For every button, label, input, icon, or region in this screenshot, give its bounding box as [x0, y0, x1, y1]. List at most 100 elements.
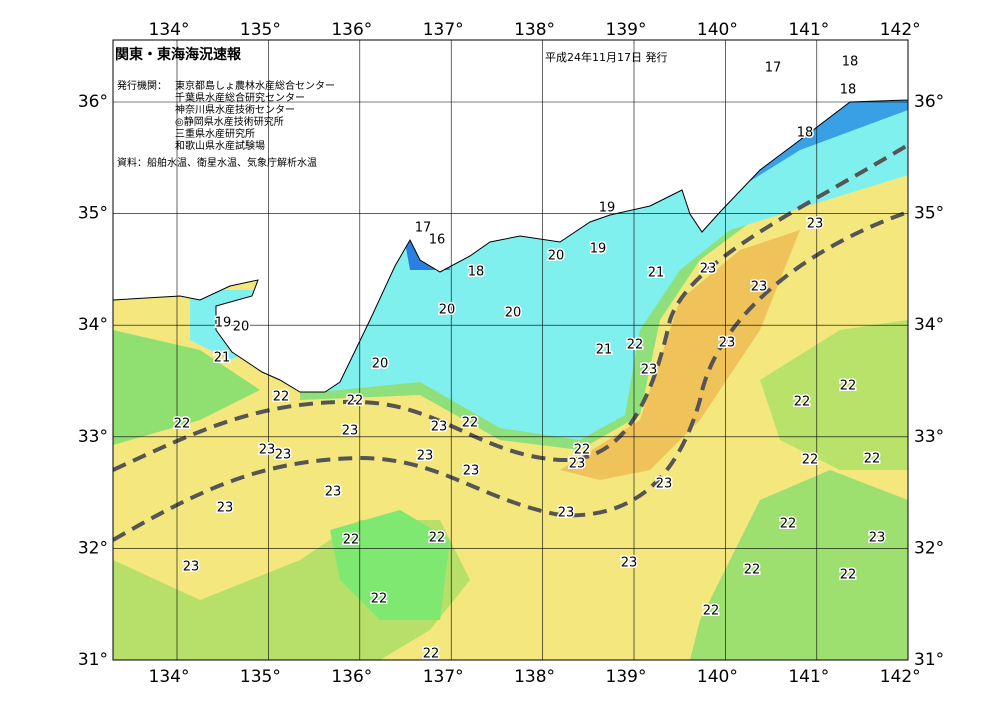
map-area	[113, 40, 908, 660]
contour-label: 23	[719, 336, 736, 351]
lat-label: 31°	[78, 650, 108, 670]
agency: 神奈川県水産技術センター	[175, 103, 295, 116]
lon-label: 141°	[788, 667, 829, 687]
lon-label: 140°	[697, 20, 738, 40]
contour-label: 16	[429, 233, 446, 248]
contour-label: 17	[415, 221, 432, 236]
contour-label: 23	[431, 420, 448, 435]
contour-label: 22	[744, 563, 761, 578]
lat-label: 32°	[78, 538, 108, 558]
lon-label: 136°	[331, 667, 372, 687]
contour-label: 23	[700, 262, 717, 277]
contour-label: 23	[807, 217, 824, 232]
agency: 和歌山県水産試験場	[175, 139, 265, 152]
lon-label: 142°	[880, 667, 921, 687]
contour-label: 23	[275, 448, 292, 463]
agency: 千葉県水産総合研究センター	[175, 91, 305, 104]
contour-label: 23	[325, 485, 342, 500]
contour-label: 23	[463, 464, 480, 479]
agency: 三重県水産研究所	[175, 127, 255, 140]
contour-label: 22	[462, 416, 479, 431]
contour-label: 22	[347, 394, 364, 409]
contour-label: 20	[233, 320, 250, 335]
contour-label: 19	[215, 316, 232, 331]
lat-label: 35°	[78, 204, 108, 224]
contour-label: 23	[417, 449, 434, 464]
issue-date: 平成24年11月17日 発行	[545, 50, 668, 64]
lat-label: 36°	[78, 92, 108, 112]
contour-label: 17	[765, 61, 782, 76]
contour-label: 22	[574, 443, 591, 458]
source: 資料：船舶水温、衛星水温、気象庁解析水温	[117, 156, 317, 169]
lat-label: 35°	[914, 204, 944, 224]
title: 関東・東海海況速報	[115, 46, 242, 63]
contour-label: 19	[590, 242, 607, 257]
lon-label: 135°	[240, 20, 281, 40]
contour-label: 18	[468, 265, 485, 280]
contour-label: 23	[569, 457, 586, 472]
lon-label: 139°	[606, 20, 647, 40]
contour-label: 23	[558, 506, 575, 521]
contour-label: 21	[596, 343, 613, 358]
land	[113, 40, 908, 393]
contour-label: 22	[802, 453, 819, 468]
contour-label: 22	[780, 517, 797, 532]
lat-label: 34°	[914, 315, 944, 335]
contour-label: 18	[842, 55, 859, 70]
contour-label: 18	[797, 126, 814, 141]
water-green	[113, 330, 260, 445]
contour-label: 18	[840, 83, 857, 98]
contour-label: 22	[429, 531, 446, 546]
contour-label: 22	[343, 533, 360, 548]
contour-label: 22	[864, 452, 881, 467]
lon-label: 137°	[423, 667, 464, 687]
contour-label: 20	[439, 303, 456, 318]
contour-label: 20	[548, 249, 565, 264]
lon-label: 137°	[423, 20, 464, 40]
agencies-label: 発行機関：	[117, 79, 167, 92]
contour-label: 23	[656, 477, 673, 492]
lon-label: 138°	[514, 20, 555, 40]
lat-label: 31°	[914, 650, 944, 670]
lat-label: 33°	[78, 427, 108, 447]
contour-label: 23	[259, 443, 276, 458]
lon-label: 138°	[514, 667, 555, 687]
contour-label: 22	[840, 568, 857, 583]
contour-label: 23	[641, 363, 658, 378]
contour-label: 21	[648, 266, 665, 281]
contour-label: 23	[217, 501, 234, 516]
lon-label: 141°	[788, 20, 829, 40]
lat-label: 36°	[914, 92, 944, 112]
contour-label: 22	[840, 379, 857, 394]
lat-label: 34°	[78, 315, 108, 335]
contour-label: 21	[214, 351, 231, 366]
contour-label: 23	[342, 424, 359, 439]
contour-label: 23	[869, 531, 886, 546]
contour-label: 20	[372, 357, 389, 372]
lat-label: 33°	[914, 427, 944, 447]
contour-label: 23	[621, 556, 638, 571]
contour-label: 22	[794, 395, 811, 410]
lon-label: 135°	[240, 667, 281, 687]
agency: 東京都島しょ農林水産総合センター	[175, 79, 335, 92]
lat-label: 32°	[914, 538, 944, 558]
contour-label: 22	[423, 647, 440, 662]
lon-label: 134°	[149, 667, 190, 687]
contour-label: 22	[371, 592, 388, 607]
contour-label: 23	[183, 560, 200, 575]
contour-label: 19	[599, 201, 616, 216]
lon-label: 142°	[880, 20, 921, 40]
lon-label: 134°	[149, 20, 190, 40]
water-orange	[560, 230, 800, 480]
contour-label: 20	[505, 306, 522, 321]
lon-label: 139°	[606, 667, 647, 687]
kuroshio-line	[113, 210, 908, 542]
lon-label: 140°	[697, 667, 738, 687]
contour-label: 22	[174, 417, 191, 432]
lon-label: 136°	[331, 20, 372, 40]
water-green	[690, 470, 908, 660]
contour-label: 22	[273, 390, 290, 405]
contour-label: 22	[627, 338, 644, 353]
